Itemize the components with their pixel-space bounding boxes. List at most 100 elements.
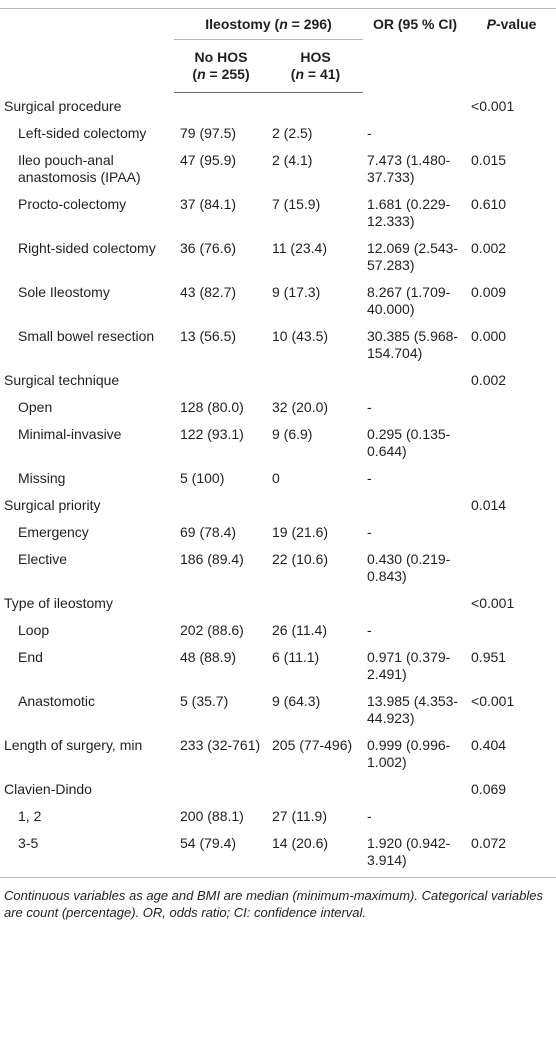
sub-row: Emergency 69 (78.4) 19 (21.6) - bbox=[0, 519, 556, 546]
sub-row: Loop 202 (88.6) 26 (11.4) - bbox=[0, 617, 556, 644]
cell: 9 (64.3) bbox=[272, 692, 321, 709]
row-label: Sole Ileostomy bbox=[18, 283, 110, 300]
section-row: Type of ileostomy <0.001 bbox=[0, 590, 556, 617]
header-text: = 296) bbox=[287, 16, 332, 32]
cell: 32 (20.0) bbox=[272, 398, 329, 415]
section-row: Clavien-Dindo 0.069 bbox=[0, 776, 556, 803]
cell: 128 (80.0) bbox=[180, 398, 244, 415]
cell: 22 (10.6) bbox=[272, 550, 329, 567]
header-text: ( bbox=[192, 66, 198, 82]
cell: 7 (15.9) bbox=[272, 195, 321, 212]
cell bbox=[174, 492, 268, 519]
cell: 0.072 bbox=[467, 829, 556, 878]
row-label: Elective bbox=[18, 550, 68, 567]
cell: 47 (95.9) bbox=[180, 151, 237, 168]
cell: 11 (23.4) bbox=[272, 239, 327, 256]
cell: 2 (2.5) bbox=[272, 124, 313, 141]
sub-row: End 48 (88.9) 6 (11.1) 0.971 (0.379-2.491) 0… bbox=[0, 644, 556, 688]
cell: 200 (88.1) bbox=[180, 807, 244, 824]
header-text: HOS bbox=[300, 49, 331, 65]
cell: 2 (4.1) bbox=[272, 151, 313, 168]
cell: 48 (88.9) bbox=[180, 648, 237, 665]
header-row: Ileostomy (n = 296) OR (95 % CI) P-value bbox=[0, 8, 556, 93]
row-label: Left-sided colectomy bbox=[18, 124, 147, 141]
cell: 0.951 bbox=[471, 648, 507, 665]
cell bbox=[174, 367, 268, 394]
cell bbox=[174, 776, 268, 803]
cell: <0.001 bbox=[471, 692, 515, 709]
sub-row: Right-sided colectomy 36 (76.6) 11 (23.4) 1… bbox=[0, 235, 556, 279]
cell bbox=[363, 93, 467, 120]
sub-row: Left-sided colectomy 79 (97.5) 2 (2.5) - bbox=[0, 120, 556, 147]
sub-row: Missing 5 (100) 0 - bbox=[0, 465, 556, 492]
cell: 8.267 (1.709-40.000) bbox=[367, 283, 451, 317]
cell: 202 (88.6) bbox=[180, 621, 244, 638]
cell bbox=[467, 617, 556, 644]
header-cell: Ileostomy (n = 296) bbox=[174, 8, 364, 40]
cell: 13.985 (4.353-44.923) bbox=[367, 692, 459, 726]
cell: 0.015 bbox=[471, 151, 507, 168]
table-head: Ileostomy (n = 296) OR (95 % CI) P-value… bbox=[0, 8, 556, 93]
cell: 0.069 bbox=[471, 780, 507, 797]
row-label: Open bbox=[18, 398, 53, 415]
row-label: Length of surgery, min bbox=[4, 736, 143, 753]
cell bbox=[174, 93, 268, 120]
cell: 30.385 (5.968-154.704) bbox=[367, 327, 459, 361]
cell: 0.430 (0.219-0.843) bbox=[367, 550, 451, 584]
row-label: Right-sided colectomy bbox=[18, 239, 156, 256]
row-label: Loop bbox=[18, 621, 50, 638]
cell: 0.610 bbox=[471, 195, 507, 212]
cell: 1.681 (0.229-12.333) bbox=[367, 195, 451, 229]
header-cell: P-value bbox=[467, 8, 556, 93]
section-row: Surgical technique 0.002 bbox=[0, 367, 556, 394]
cell: 79 (97.5) bbox=[180, 124, 237, 141]
row-label: Clavien-Dindo bbox=[4, 780, 92, 797]
cell: 0.000 bbox=[471, 327, 507, 344]
row-label: Surgical priority bbox=[4, 496, 101, 513]
cell: 0.295 (0.135-0.644) bbox=[367, 425, 451, 459]
row-label: Emergency bbox=[18, 523, 89, 540]
cell: 43 (82.7) bbox=[180, 283, 237, 300]
header-text: ( bbox=[290, 66, 296, 82]
cell: 14 (20.6) bbox=[268, 829, 364, 878]
table-wrap: Ileostomy (n = 296) OR (95 % CI) P-value… bbox=[0, 8, 556, 920]
row-label: Minimal-invasive bbox=[18, 425, 122, 442]
cell: 19 (21.6) bbox=[272, 523, 329, 540]
cell bbox=[268, 492, 363, 519]
cell: 0.014 bbox=[471, 496, 507, 513]
cell bbox=[467, 546, 556, 590]
cell: 0.009 bbox=[471, 283, 507, 300]
cell bbox=[467, 465, 556, 492]
row-label: Small bowel resection bbox=[18, 327, 155, 344]
cell: 27 (11.9) bbox=[272, 807, 327, 824]
section-row: Length of surgery, min 233 (32-761) 205 (7… bbox=[0, 732, 556, 776]
cell bbox=[467, 803, 556, 830]
header-text: No HOS bbox=[194, 49, 248, 65]
cell bbox=[174, 590, 268, 617]
cell bbox=[268, 590, 363, 617]
cell: 10 (43.5) bbox=[272, 327, 329, 344]
cell: <0.001 bbox=[471, 97, 515, 114]
data-table: Ileostomy (n = 296) OR (95 % CI) P-value… bbox=[0, 8, 556, 878]
cell: - bbox=[367, 398, 372, 415]
cell: 0 bbox=[272, 469, 280, 486]
table-body: Surgical procedure <0.001 Left-sided colec… bbox=[0, 93, 556, 878]
row-label: End bbox=[18, 648, 43, 665]
row-label: Anastomotic bbox=[18, 692, 96, 709]
header-cell: OR (95 % CI) bbox=[363, 8, 468, 93]
footnote: Continuous variables as age and BMI are … bbox=[4, 887, 543, 920]
cell: 0.002 bbox=[471, 239, 507, 256]
header-cell bbox=[0, 8, 174, 93]
row-label: 3-5 bbox=[0, 829, 174, 878]
header-text: P bbox=[486, 16, 496, 32]
sub-row: Anastomotic 5 (35.7) 9 (64.3) 13.985 (4.353… bbox=[0, 688, 556, 732]
cell bbox=[363, 367, 467, 394]
header-text: n bbox=[295, 66, 305, 82]
header-text: -value bbox=[495, 16, 537, 32]
cell bbox=[363, 590, 467, 617]
sub-row: Elective 186 (89.4) 22 (10.6) 0.430 (0.219-… bbox=[0, 546, 556, 590]
sub-row: Sole Ileostomy 43 (82.7) 9 (17.3) 8.267 (1.… bbox=[0, 279, 556, 323]
cell: <0.001 bbox=[471, 594, 515, 611]
row-label: 1, 2 bbox=[18, 807, 42, 824]
